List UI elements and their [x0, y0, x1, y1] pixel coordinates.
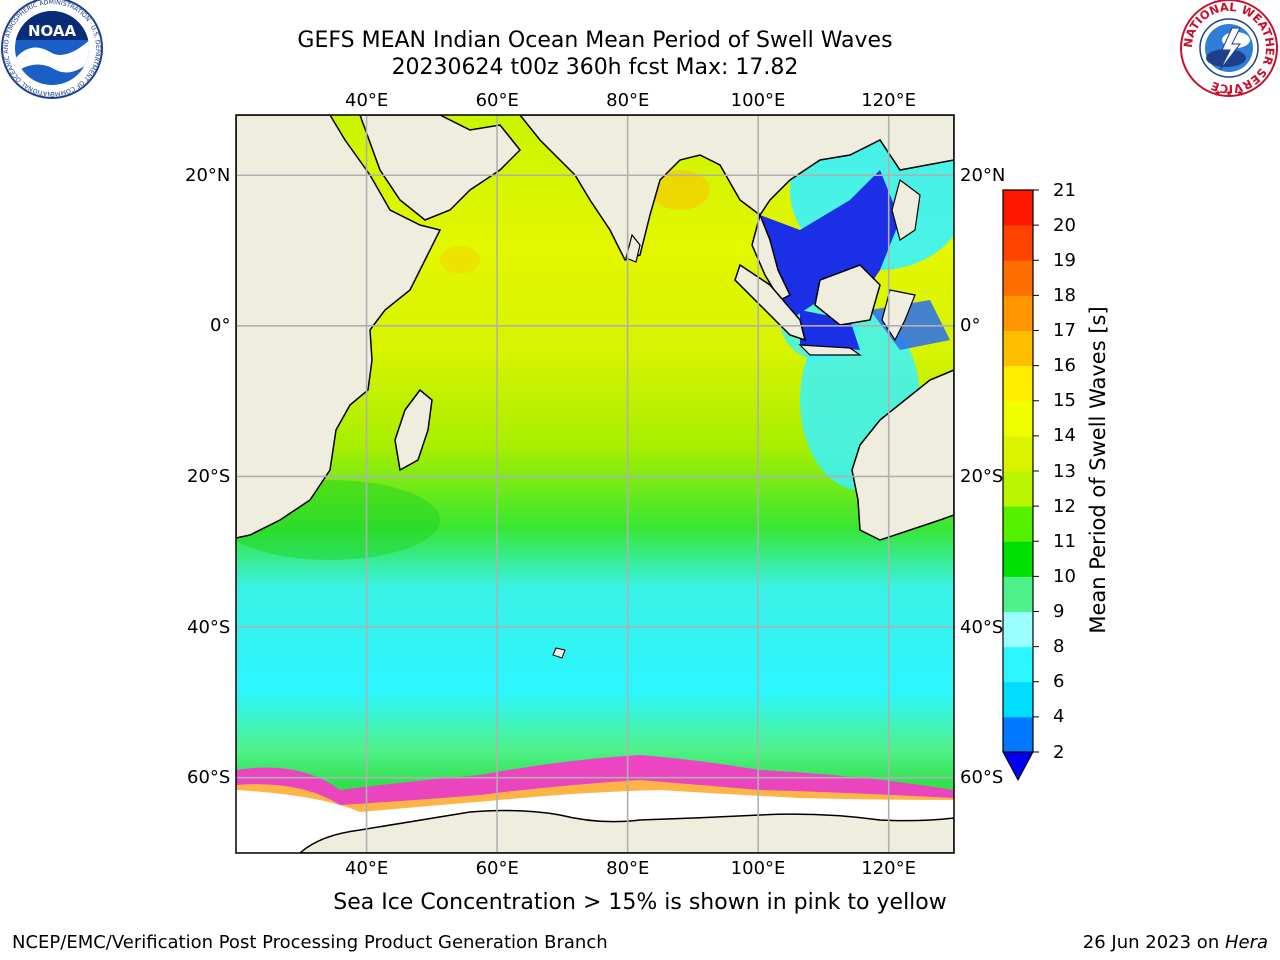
lat-label-right--20: 20°S: [960, 465, 1004, 487]
colorbar-tick-label-17: 17: [1053, 320, 1076, 341]
colorbar-tick-label-11: 11: [1053, 530, 1076, 552]
colorbar-title: Mean Period of Swell Waves [s]: [1086, 306, 1110, 634]
lat-label-left--60: 60°S: [187, 767, 231, 789]
lon-label-bottom-80: 80°E: [606, 857, 650, 879]
colorbar-segment-8-9: [1003, 611, 1033, 648]
lon-label-bottom-60: 60°E: [475, 857, 519, 879]
lon-label-top-100: 100°E: [730, 89, 786, 111]
footer-organization: NCEP/EMC/Verification Post Processing Pr…: [12, 932, 608, 953]
colorbar-segment-14-15: [1003, 400, 1033, 437]
colorbar-segment-19-20: [1003, 225, 1033, 261]
colorbar-tick-label-2: 2: [1053, 741, 1065, 763]
india-asia-land: [519, 115, 954, 261]
lon-label-top-80: 80°E: [606, 89, 650, 111]
colorbar-segment-9-10: [1003, 576, 1033, 612]
colorbar-tick-label-12: 12: [1053, 495, 1076, 517]
colorbar-tick-label-14: 14: [1053, 425, 1076, 447]
colorbar-segment-11-12: [1003, 506, 1033, 542]
colorbar-segment-18-19: [1003, 260, 1033, 296]
svg-text:NOAA: NOAA: [28, 22, 77, 40]
colorbar-segment-10-11: [1003, 541, 1033, 577]
colorbar-tick-label-10: 10: [1053, 565, 1076, 587]
colorbar-segment-17-18: [1003, 295, 1033, 331]
lon-label-top-120: 120°E: [861, 89, 916, 111]
map-subtitle: 20230624 t00z 360h fcst Max: 17.82: [391, 55, 799, 80]
lat-label-left--40: 40°S: [187, 616, 231, 638]
madagascar-land: [394, 388, 433, 472]
colorbar-tick-label-9: 9: [1053, 601, 1065, 622]
borneo-land: [814, 264, 881, 326]
sea-ice-caption: Sea Ice Concentration > 15% is shown in …: [333, 890, 947, 915]
colorbar-segment-13-14: [1003, 435, 1033, 472]
colorbar-segment-2-4: [1003, 716, 1033, 753]
lat-label-right-0: 0°: [960, 315, 981, 337]
lon-label-bottom-100: 100°E: [730, 857, 786, 879]
lon-label-bottom-40: 40°E: [345, 857, 389, 879]
colorbar-tick-label-13: 13: [1053, 460, 1076, 482]
lon-label-top-40: 40°E: [345, 89, 389, 111]
colorbar-tick-label-4: 4: [1053, 706, 1065, 728]
colorbar-segment-6-8: [1003, 646, 1033, 683]
colorbar-tick-label-8: 8: [1053, 636, 1065, 658]
nws-logo-icon: NATIONAL WEATHER SERVICE ★ ★ ★: [1180, 0, 1278, 99]
colorbar-segment-12-13: [1003, 471, 1033, 507]
graticule: [236, 115, 954, 853]
colorbar-tick-label-21: 21: [1053, 179, 1076, 201]
lat-label-right-20: 20°N: [960, 164, 1006, 186]
footer-timestamp: 26 Jun 2023 on Hera: [1082, 932, 1268, 953]
lat-label-left-0: 0°: [210, 315, 231, 337]
australia-land: [851, 369, 954, 541]
colorbar-tick-label-18: 18: [1053, 284, 1076, 306]
colorbar-tick-label-20: 20: [1053, 214, 1076, 236]
lat-label-right--40: 40°S: [960, 616, 1004, 638]
lat-label-right--60: 60°S: [960, 767, 1004, 789]
colorbar: [1002, 189, 1039, 782]
colorbar-tick-label-6: 6: [1053, 671, 1065, 693]
arabia-land: [359, 115, 522, 221]
noaa-logo-icon: NATIONAL OCEANIC AND ATMOSPHERIC ADMINIS…: [0, 0, 103, 99]
lon-label-bottom-120: 120°E: [861, 857, 916, 879]
lat-label-left-20: 20°N: [185, 164, 231, 186]
lat-label-left--20: 20°S: [187, 465, 231, 487]
colorbar-segment-20-21: [1003, 190, 1033, 226]
map-frame: [235, 114, 955, 854]
footer-host: Hera: [1224, 932, 1268, 953]
svg-text:★ ★ ★: ★ ★ ★: [1214, 89, 1244, 99]
lon-label-top-60: 60°E: [475, 89, 519, 111]
colorbar-segment-16-17: [1003, 330, 1033, 367]
colorbar-tick-label-16: 16: [1053, 355, 1076, 377]
colorbar-segment-4-6: [1003, 681, 1033, 718]
map-title: GEFS MEAN Indian Ocean Mean Period of Sw…: [297, 28, 893, 53]
sumatra-land: [734, 263, 807, 342]
colorbar-extend-arrow: [1002, 751, 1034, 782]
colorbar-tick-label-15: 15: [1053, 390, 1076, 412]
colorbar-tick-label-19: 19: [1053, 249, 1076, 271]
colorbar-segment-15-16: [1003, 365, 1033, 402]
